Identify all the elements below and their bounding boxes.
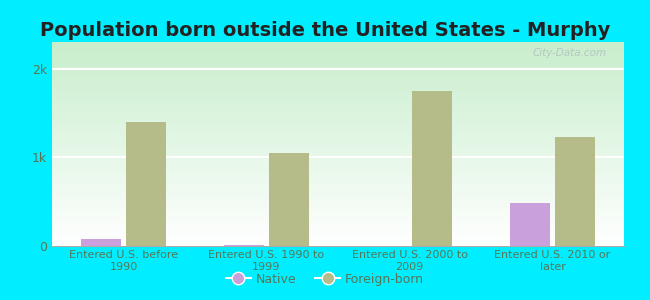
Bar: [126, 122, 166, 246]
Bar: [555, 137, 595, 246]
Bar: [412, 91, 452, 246]
Bar: [224, 245, 264, 246]
Bar: [510, 203, 550, 246]
Legend: Native, Foreign-born: Native, Foreign-born: [221, 268, 429, 291]
Text: City-Data.com: City-Data.com: [533, 48, 607, 58]
Bar: [269, 153, 309, 246]
Text: Population born outside the United States - Murphy: Population born outside the United State…: [40, 21, 610, 40]
Bar: [81, 239, 121, 246]
